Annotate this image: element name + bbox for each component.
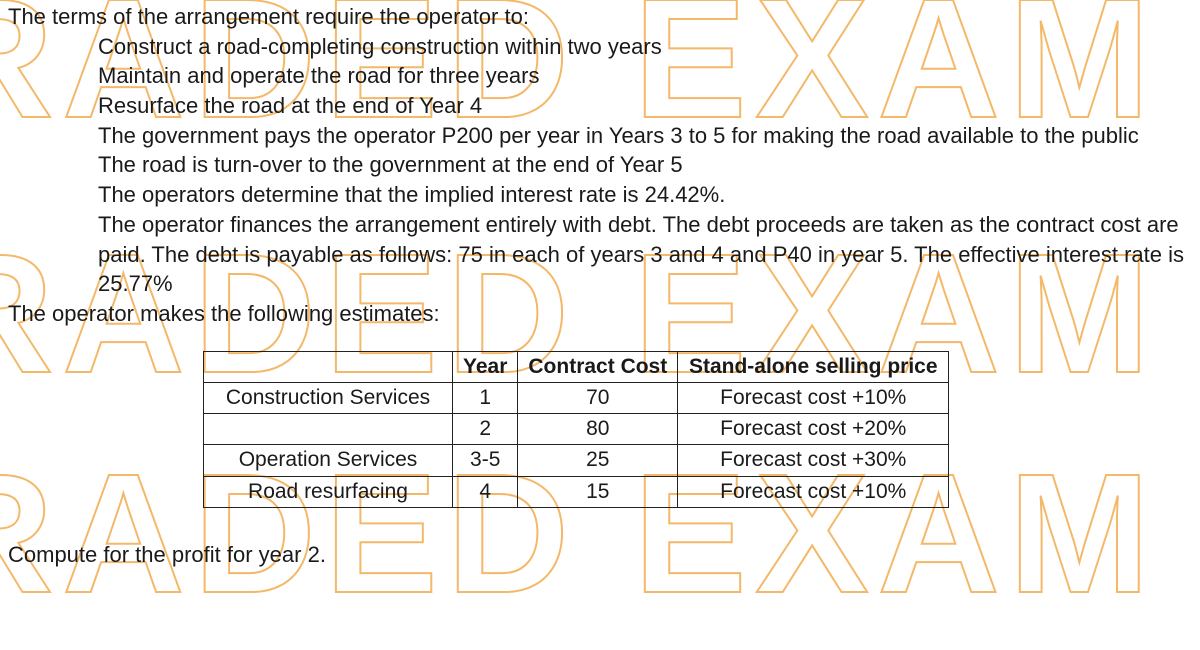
table-row: 2 80 Forecast cost +20% bbox=[204, 414, 949, 445]
document-body: The terms of the arrangement require the… bbox=[0, 0, 1200, 570]
terms-list: Construct a road-completing construction… bbox=[98, 32, 1192, 299]
row-cost: 70 bbox=[518, 382, 678, 413]
estimates-intro: The operator makes the following estimat… bbox=[8, 299, 1192, 329]
row-cost: 15 bbox=[518, 476, 678, 507]
row-sa: Forecast cost +30% bbox=[678, 445, 949, 476]
table-header-row: Year Contract Cost Stand-alone selling p… bbox=[204, 351, 949, 382]
row-label: Construction Services bbox=[204, 382, 453, 413]
term-item: The operators determine that the implied… bbox=[98, 180, 1192, 210]
table-row: Operation Services 3-5 25 Forecast cost … bbox=[204, 445, 949, 476]
term-item: Maintain and operate the road for three … bbox=[98, 61, 1192, 91]
table-row: Construction Services 1 70 Forecast cost… bbox=[204, 382, 949, 413]
row-year: 4 bbox=[453, 476, 518, 507]
row-label: Operation Services bbox=[204, 445, 453, 476]
row-cost: 80 bbox=[518, 414, 678, 445]
col-header-year: Year bbox=[453, 351, 518, 382]
col-header-sa: Stand-alone selling price bbox=[678, 351, 949, 382]
row-year: 3-5 bbox=[453, 445, 518, 476]
row-year: 2 bbox=[453, 414, 518, 445]
table-row: Road resurfacing 4 15 Forecast cost +10% bbox=[204, 476, 949, 507]
row-label: Road resurfacing bbox=[204, 476, 453, 507]
row-sa: Forecast cost +20% bbox=[678, 414, 949, 445]
row-sa: Forecast cost +10% bbox=[678, 382, 949, 413]
col-header-blank bbox=[204, 351, 453, 382]
term-item: Resurface the road at the end of Year 4 bbox=[98, 91, 1192, 121]
term-item: The operator finances the arrangement en… bbox=[98, 210, 1192, 299]
question-line: Compute for the profit for year 2. bbox=[8, 540, 1192, 570]
intro-line: The terms of the arrangement require the… bbox=[8, 2, 1192, 32]
row-sa: Forecast cost +10% bbox=[678, 476, 949, 507]
term-item: The road is turn-over to the government … bbox=[98, 150, 1192, 180]
row-label bbox=[204, 414, 453, 445]
row-year: 1 bbox=[453, 382, 518, 413]
col-header-cost: Contract Cost bbox=[518, 351, 678, 382]
estimates-table: Year Contract Cost Stand-alone selling p… bbox=[203, 351, 949, 508]
row-cost: 25 bbox=[518, 445, 678, 476]
term-item: The government pays the operator P200 pe… bbox=[98, 121, 1192, 151]
term-item: Construct a road-completing construction… bbox=[98, 32, 1192, 62]
